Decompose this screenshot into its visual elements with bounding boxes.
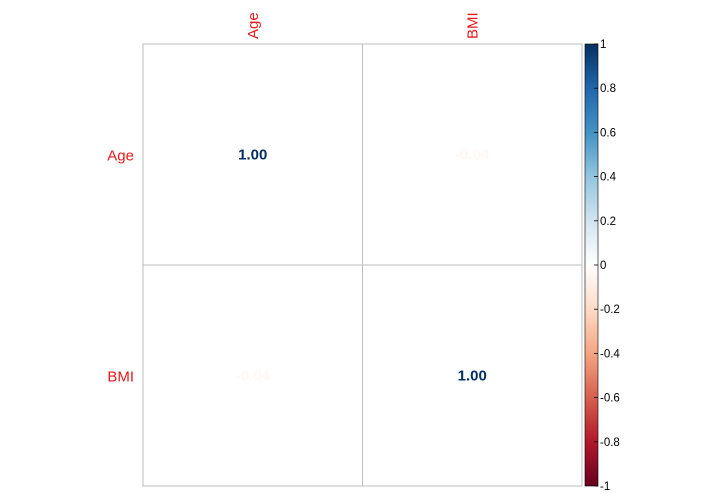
cell-value-label: 1.00 <box>238 147 267 164</box>
matrix-cell-bmi-bmi <box>362 264 583 487</box>
matrix-cell-age-bmi <box>362 43 583 266</box>
colorbar: 1 0.8 0.6 0.4 0.2 0 -0.2 -0.4 -0.6 -0.8 -1 <box>584 39 620 493</box>
cell-values: 1.00 -0.04 -0.04 1.00 <box>236 147 490 385</box>
colorbar-tick-label: 0.8 <box>600 83 616 95</box>
cell-value-label: -0.04 <box>455 147 490 164</box>
colorbar-tick-label: -0.8 <box>600 437 620 449</box>
colorbar-tick-label: -1 <box>600 481 610 493</box>
colorbar-tick-label: -0.4 <box>600 348 620 360</box>
colorbar-tick-label: -0.2 <box>600 304 620 316</box>
variable-labels: Age Age BMI BMI <box>107 12 481 385</box>
matrix-cell-age-age <box>142 43 363 266</box>
column-label-age: Age <box>245 12 262 39</box>
column-label-bmi: BMI <box>464 12 481 39</box>
row-label-bmi: BMI <box>107 369 134 386</box>
colorbar-tick-label: 0 <box>600 260 606 272</box>
colorbar-tick-label: 0.2 <box>600 216 616 228</box>
row-label-age: Age <box>107 148 134 165</box>
colorbar-tick-label: -0.6 <box>600 393 620 405</box>
matrix-cell-bmi-age <box>142 264 363 487</box>
cell-value-label: 1.00 <box>458 368 487 385</box>
colorbar-tick-label: 0.6 <box>600 127 616 139</box>
colorbar-tick-label: 0.4 <box>600 172 617 184</box>
cell-value-label: -0.04 <box>236 368 271 385</box>
colorbar-tick-label: 1 <box>600 39 606 51</box>
matrix-cells <box>142 43 583 487</box>
